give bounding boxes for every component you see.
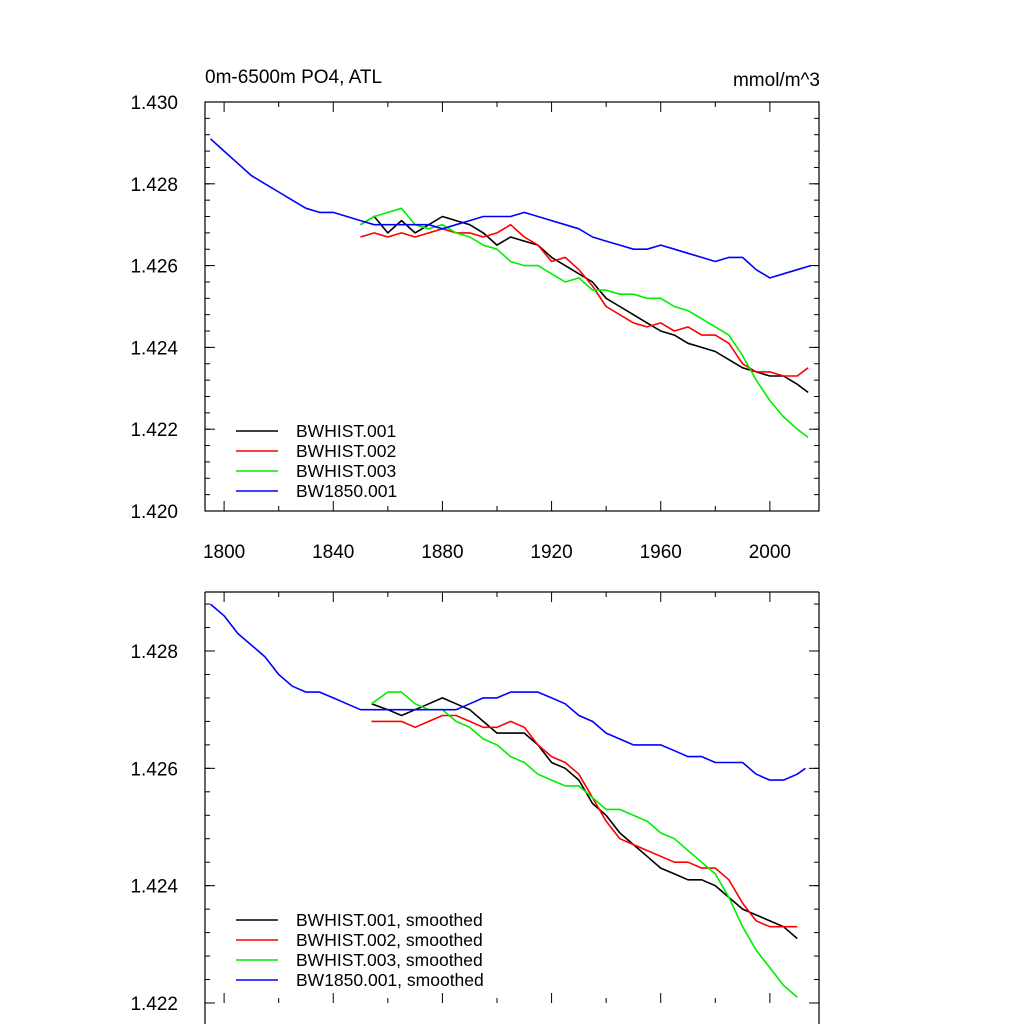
bottom-y-tick-label: 1.422 <box>130 994 178 1015</box>
top-y-tick-label: 1.420 <box>130 502 178 523</box>
bottom-y-tick-label: 1.424 <box>130 877 178 898</box>
top-x-tick-label: 1960 <box>640 542 682 563</box>
top-x-tick-label: 2000 <box>749 542 791 563</box>
legend-label-bwhist002-smoothed: BWHIST.002, smoothed <box>296 930 483 950</box>
top-x-tick-label: 1920 <box>530 542 572 563</box>
top-series-bwhist-001 <box>360 215 809 394</box>
top-x-tick-label: 1880 <box>421 542 463 563</box>
bottom-y-tick-label: 1.428 <box>130 642 178 663</box>
top-title: 0m-6500m PO4, ATL <box>205 67 382 88</box>
top-panel: 0m-6500m PO4, ATL mmol/m^3 1.420 1.422 1.4… <box>130 67 820 563</box>
legend-label-bw1850001-smoothed: BW1850.001, smoothed <box>296 970 484 990</box>
legend-label-bwhist001: BWHIST.001 <box>296 421 396 441</box>
top-y-tick-label: 1.424 <box>130 338 178 359</box>
legend-label-bw1850001: BW1850.001 <box>296 481 397 501</box>
top-y-tick-label: 1.422 <box>130 420 178 441</box>
top-x-tick-label: 1800 <box>203 542 245 563</box>
top-y-tick-label: 1.428 <box>130 175 178 196</box>
legend-label-bwhist002: BWHIST.002 <box>296 441 396 461</box>
top-legend: BWHIST.001 BWHIST.002 BWHIST.003 BW1850.… <box>236 421 397 501</box>
legend-label-bwhist003: BWHIST.003 <box>296 461 396 481</box>
top-y-tick-label: 1.426 <box>130 257 178 278</box>
top-plot-frame <box>204 101 820 512</box>
bottom-series-bwhist-001-smoothed <box>371 697 798 940</box>
bottom-series-bwhist-002-smoothed <box>371 714 798 928</box>
bottom-y-tick-label: 1.426 <box>130 759 178 780</box>
legend-label-bwhist001-smoothed: BWHIST.001, smoothed <box>296 910 483 930</box>
top-series-bwhist-003 <box>360 207 809 439</box>
top-x-tick-label: 1840 <box>312 542 354 563</box>
bottom-legend: BWHIST.001, smoothed BWHIST.002, smoothe… <box>236 910 484 990</box>
top-series-bwhist-002 <box>360 223 809 377</box>
bottom-panel: 1.422 1.424 1.426 1.428 BWHIST.001, smoothe… <box>130 591 820 1024</box>
top-series-bw1850-001 <box>209 138 812 279</box>
units-label: mmol/m^3 <box>733 70 820 91</box>
top-y-tick-label: 1.430 <box>130 93 178 114</box>
legend-label-bwhist003-smoothed: BWHIST.003, smoothed <box>296 950 483 970</box>
bottom-series-bwhist-003-smoothed <box>371 691 798 998</box>
bottom-series-bw1850-001-smoothed <box>209 603 806 781</box>
